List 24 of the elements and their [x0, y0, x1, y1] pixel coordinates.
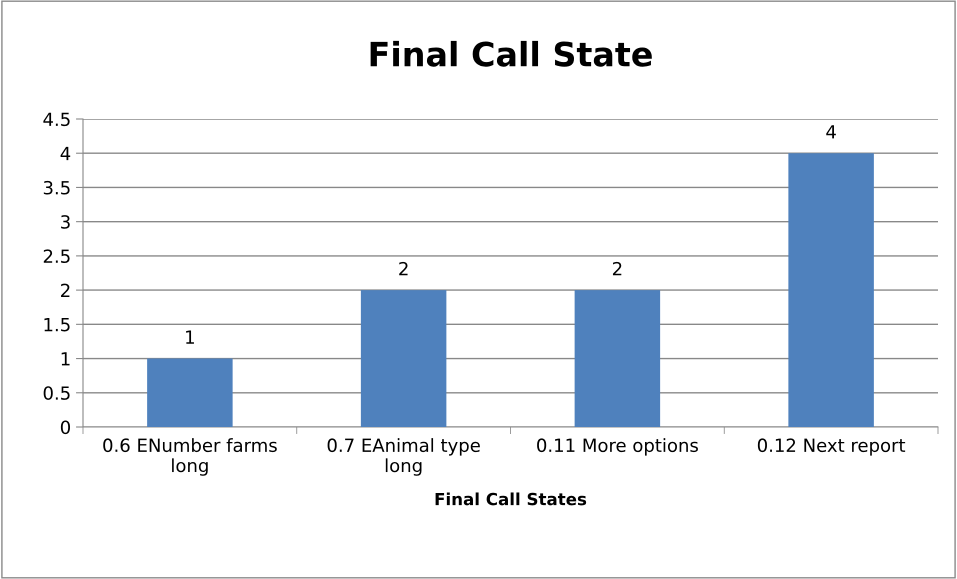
data-label: 2 — [612, 262, 622, 276]
y-tick-label: 0 — [60, 420, 70, 434]
y-tick-label: 1.5 — [44, 318, 70, 332]
y-tick-label: 4 — [60, 146, 70, 160]
bar — [788, 153, 874, 427]
data-label: 4 — [826, 125, 836, 138]
y-tick-label: 0.5 — [44, 386, 70, 400]
bar — [574, 290, 660, 427]
y-tick-label: 4.5 — [43, 112, 70, 126]
y-tick-label: 2 — [61, 284, 70, 297]
x-tick-label: 0.6 ENumber farms long — [103, 438, 277, 476]
y-tick-label: 3.5 — [44, 180, 70, 195]
x-axis-title: Final Call States — [436, 492, 586, 506]
data-label: 2 — [399, 262, 408, 276]
data-label: 1 — [186, 330, 194, 344]
chart-title: Final Call State — [370, 40, 652, 67]
bar — [147, 358, 233, 427]
y-tick-label: 3 — [61, 215, 70, 229]
y-tick-label: 1 — [62, 352, 70, 366]
y-tick-label: 2.5 — [44, 249, 70, 264]
x-tick-label: 0.7 EAnimal type long — [328, 438, 480, 476]
bar — [360, 290, 446, 427]
x-tick-label: 0.12 Next report — [758, 438, 906, 456]
x-tick-label: 0.11 More options — [537, 438, 698, 456]
